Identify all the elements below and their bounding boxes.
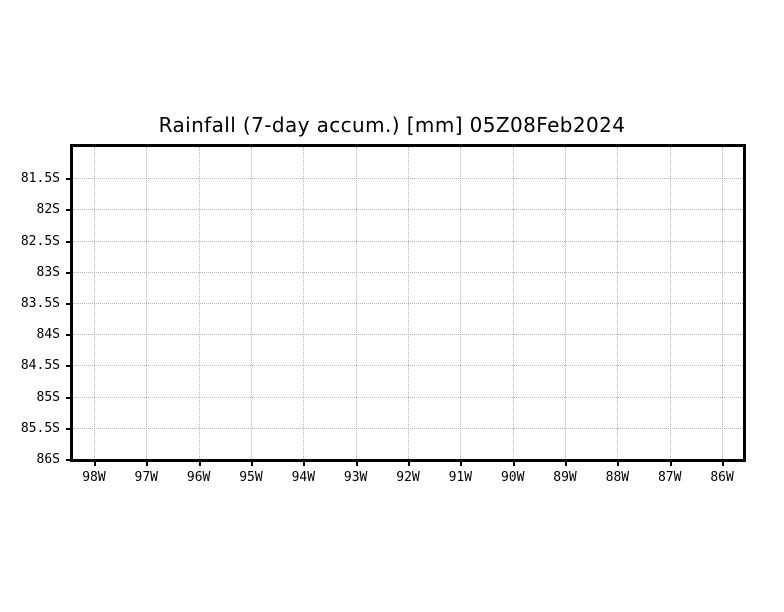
y-axis-label: 81.5S xyxy=(20,171,60,187)
x-axis-label: 88W xyxy=(605,470,630,485)
gridline-horizontal xyxy=(73,334,743,336)
y-axis-tick xyxy=(66,271,73,274)
x-axis-label: 96W xyxy=(186,470,211,485)
gridline-horizontal xyxy=(73,365,743,367)
x-axis-label: 91W xyxy=(448,470,473,485)
x-axis-tick xyxy=(565,459,568,466)
x-axis-label: 90W xyxy=(500,470,525,485)
gridline-horizontal xyxy=(73,396,743,398)
y-axis-tick xyxy=(66,396,73,399)
gridline-horizontal xyxy=(73,240,743,242)
plot-gridlines xyxy=(73,147,743,459)
x-axis-tick xyxy=(355,459,358,466)
y-axis-tick xyxy=(66,240,73,243)
y-axis-label: 86S xyxy=(36,452,60,467)
y-axis-label: 82.5S xyxy=(20,233,60,249)
gridline-horizontal xyxy=(73,178,743,180)
y-axis-tick xyxy=(66,334,73,337)
x-axis-tick xyxy=(198,459,201,466)
gridline-horizontal xyxy=(73,427,743,429)
gridline-horizontal xyxy=(73,209,743,211)
x-axis-label: 86W xyxy=(710,470,734,485)
x-axis-tick xyxy=(303,459,306,466)
gridline-horizontal xyxy=(73,271,743,273)
x-axis-label: 94W xyxy=(291,470,316,485)
y-axis-label: 84S xyxy=(36,327,60,343)
x-axis-tick xyxy=(93,459,96,466)
x-axis-tick xyxy=(250,459,253,466)
x-axis-tick xyxy=(617,459,620,466)
x-axis-label: 98W xyxy=(82,470,106,485)
x-axis-tick xyxy=(146,459,149,466)
y-axis-label: 85S xyxy=(36,389,60,405)
x-axis-label: 89W xyxy=(553,470,577,485)
x-axis-tick xyxy=(408,459,410,466)
x-axis-label: 92W xyxy=(396,470,420,485)
gridline-horizontal xyxy=(73,303,743,304)
y-axis-label: 84.5S xyxy=(20,358,60,374)
y-axis-tick xyxy=(66,427,73,430)
x-axis-label: 87W xyxy=(657,470,682,485)
x-axis-label: 93W xyxy=(343,470,368,485)
page-title: Rainfall (7-day accum.) [mm] 05Z08Feb202… xyxy=(158,113,626,137)
y-axis-label: 85.5S xyxy=(20,420,60,436)
x-axis-tick xyxy=(722,459,725,466)
y-axis-tick xyxy=(66,365,73,368)
y-axis-tick xyxy=(66,178,73,181)
y-axis-tick xyxy=(66,209,73,212)
x-axis-tick xyxy=(512,459,515,466)
x-axis-tick xyxy=(460,459,463,466)
x-axis-label: 97W xyxy=(134,470,159,485)
y-axis-label: 83.5S xyxy=(20,296,60,311)
y-axis-label: 83S xyxy=(36,264,60,280)
y-axis-label: 82S xyxy=(36,202,60,218)
x-axis-label: 95W xyxy=(239,470,263,485)
plot-area[interactable] xyxy=(66,144,746,466)
x-axis-tick xyxy=(669,459,672,466)
y-axis-tick xyxy=(66,303,73,305)
y-axis-tick xyxy=(66,459,73,461)
